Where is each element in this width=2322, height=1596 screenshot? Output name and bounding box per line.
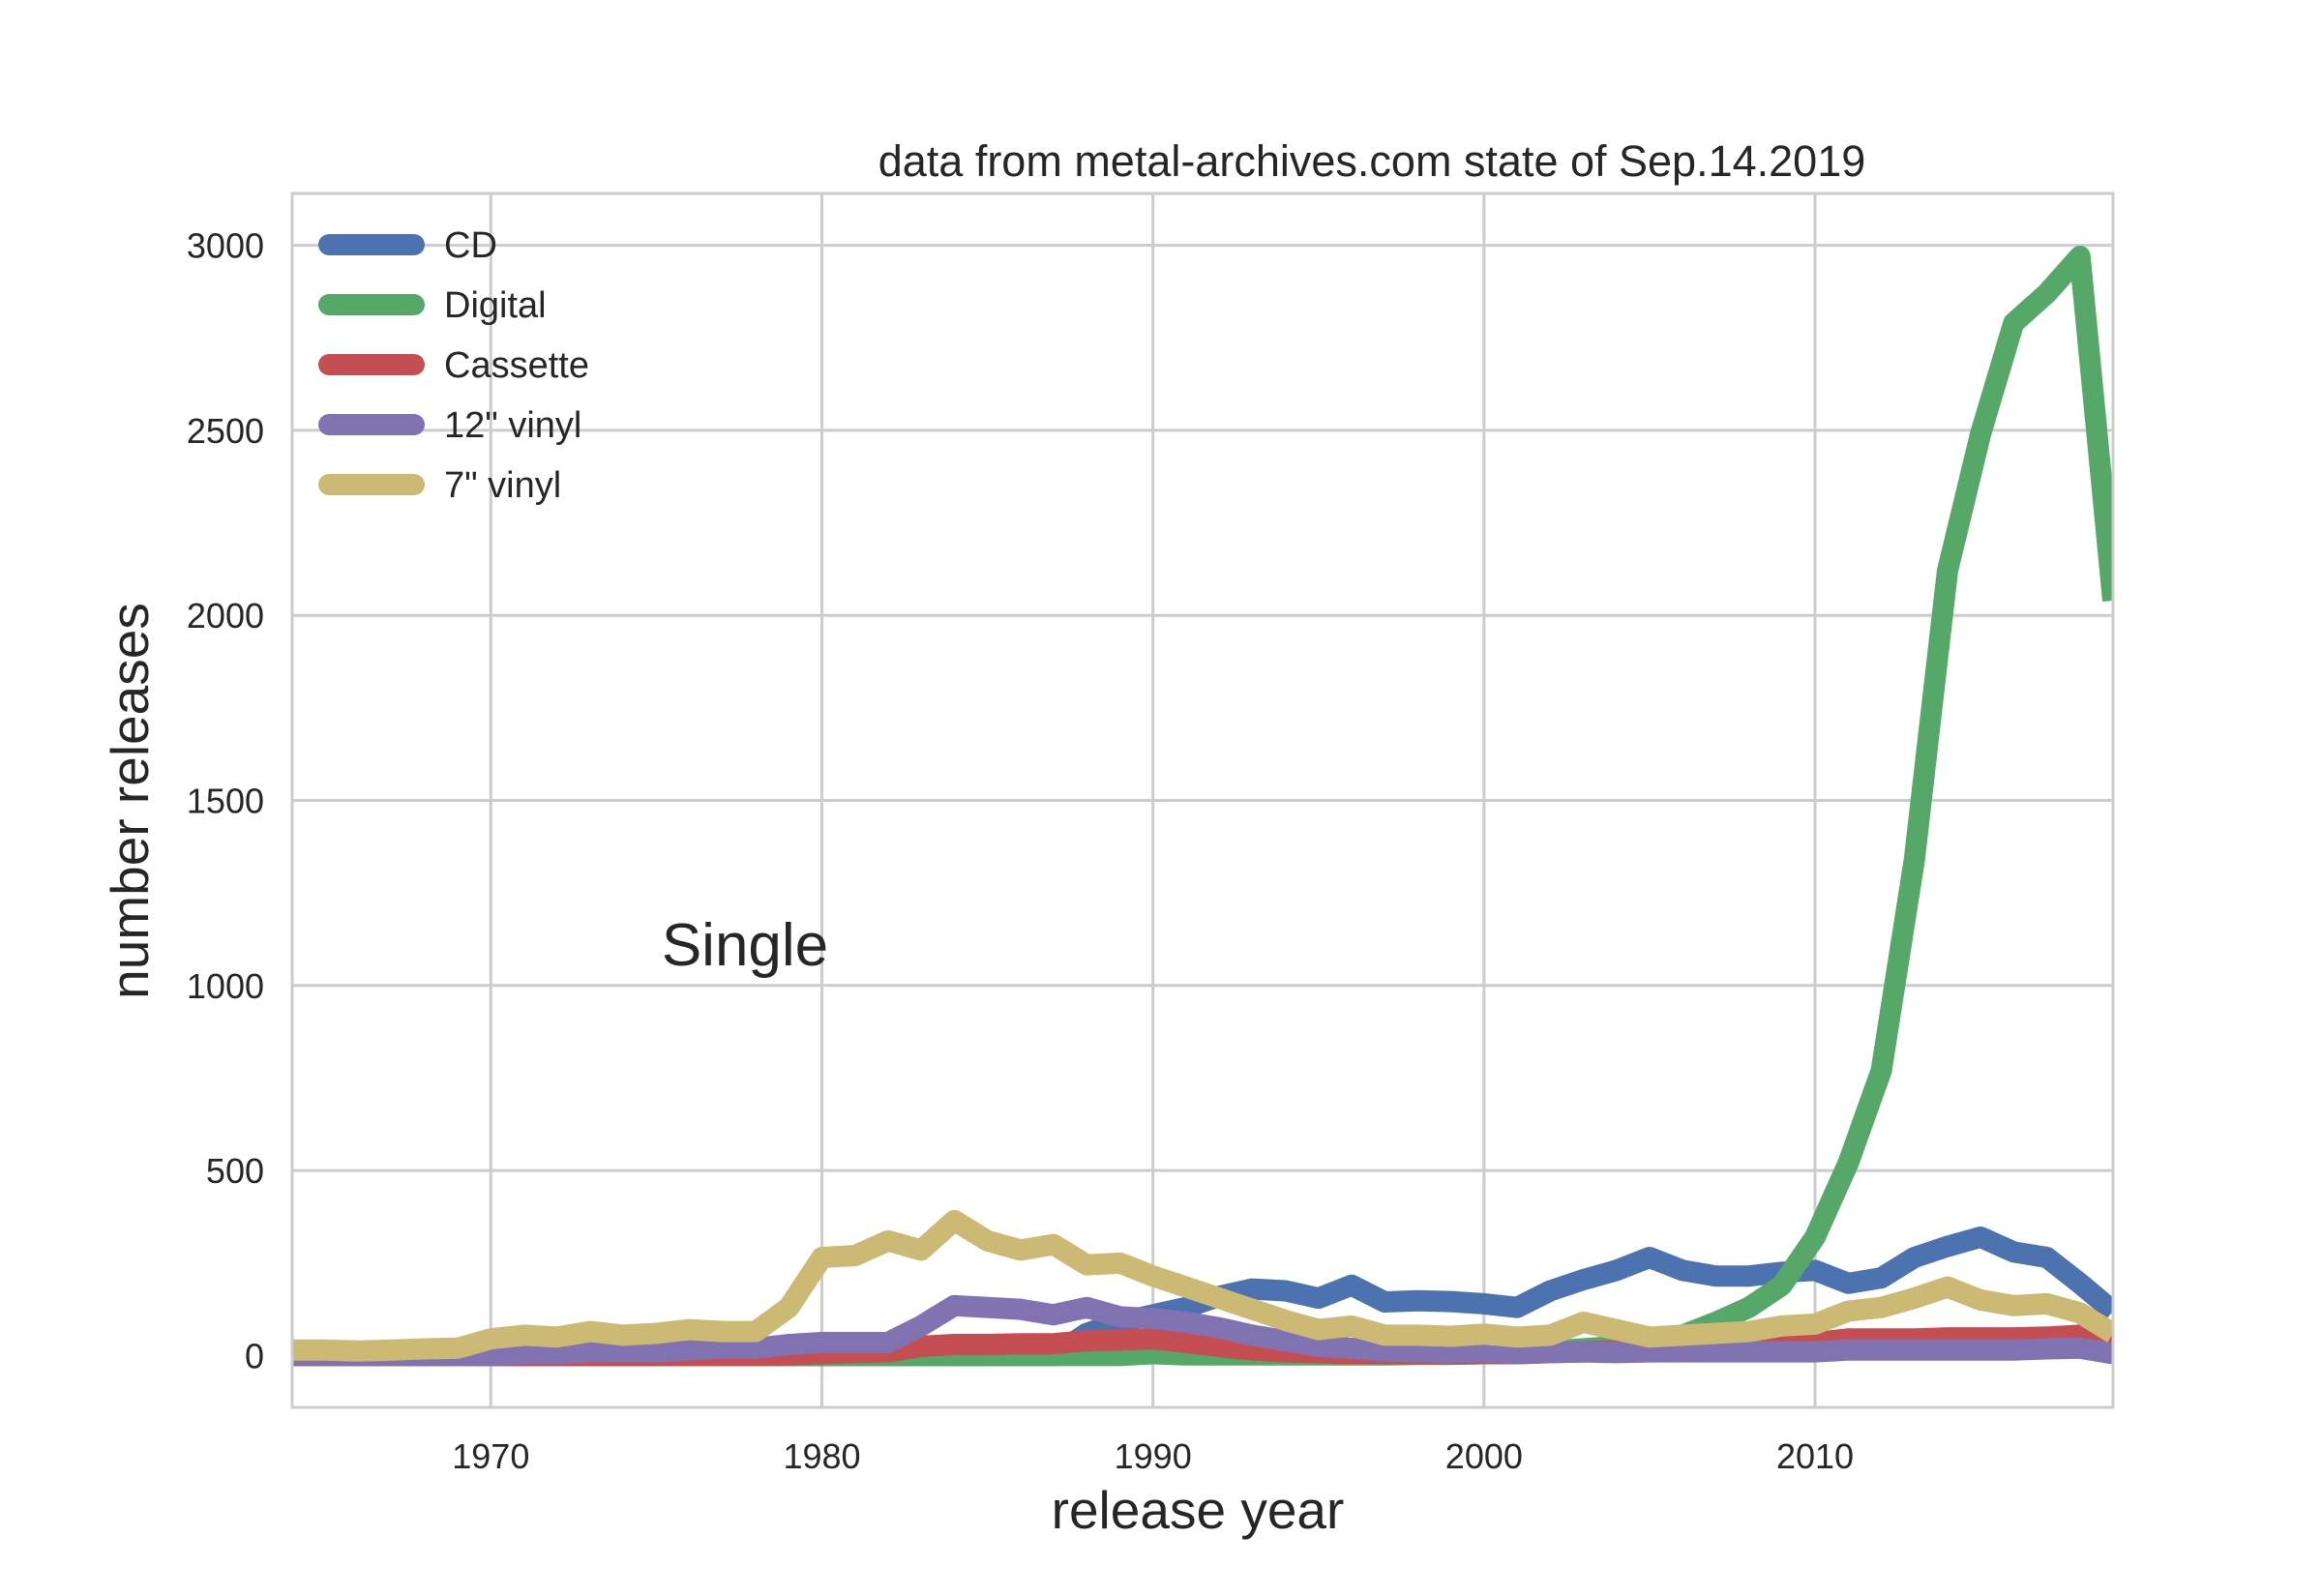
x-tick-label: 2010: [1776, 1436, 1854, 1476]
y-tick-label: 0: [245, 1336, 264, 1375]
y-tick-label: 2000: [187, 596, 264, 635]
x-tick-labels: 1970 1980 1990 2000 2010: [452, 1436, 1854, 1476]
legend-label: Cassette: [444, 345, 589, 386]
legend-label: CD: [444, 225, 497, 266]
series-layer: [292, 246, 2113, 1367]
legend-label: 7" vinyl: [444, 465, 561, 506]
x-tick-label: 1990: [1115, 1436, 1192, 1476]
y-axis-title: number releases: [100, 603, 160, 999]
x-tick-label: 1970: [452, 1436, 529, 1476]
y-tick-label: 2500: [187, 411, 264, 451]
legend-label: 12" vinyl: [444, 405, 581, 446]
chart-title: data from metal-archives.com state of Se…: [878, 136, 1866, 186]
x-axis-title: release year: [1052, 1480, 1345, 1540]
plot-frame: [290, 192, 2115, 1409]
y-tick-label: 3000: [187, 226, 264, 266]
series-line-4: [292, 1209, 2113, 1362]
legend: CD Digital Cassette 12" vinyl 7" vinyl: [318, 225, 589, 506]
x-tick-label: 2000: [1445, 1436, 1523, 1476]
grid: [292, 193, 2113, 1407]
y-tick-labels: 0 500 1000 1500 2000 2500 3000: [187, 226, 264, 1376]
legend-label: Digital: [444, 285, 547, 326]
y-tick-label: 1500: [187, 782, 264, 821]
y-tick-label: 1000: [187, 966, 264, 1006]
series-line-3: [292, 1294, 2113, 1367]
x-tick-label: 1980: [783, 1436, 860, 1476]
y-tick-label: 500: [206, 1151, 264, 1191]
chart-annotation: Single: [662, 912, 828, 979]
